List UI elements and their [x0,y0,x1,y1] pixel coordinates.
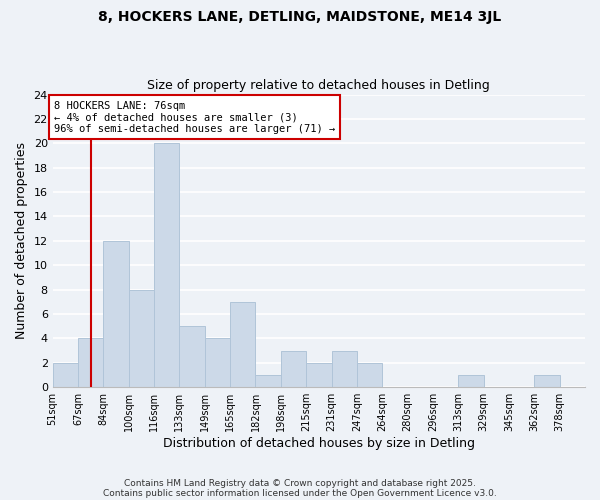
Bar [230,302,256,387]
Title: Size of property relative to detached houses in Detling: Size of property relative to detached ho… [148,79,490,92]
Text: 8 HOCKERS LANE: 76sqm
← 4% of detached houses are smaller (3)
96% of semi-detach: 8 HOCKERS LANE: 76sqm ← 4% of detached h… [54,100,335,134]
Bar [179,326,205,387]
Bar [306,363,332,387]
Bar [332,350,357,387]
Bar [154,144,179,387]
Bar [53,363,78,387]
Bar [281,350,306,387]
Bar [129,290,154,387]
Text: Contains HM Land Registry data © Crown copyright and database right 2025.: Contains HM Land Registry data © Crown c… [124,478,476,488]
Y-axis label: Number of detached properties: Number of detached properties [15,142,28,340]
Bar [357,363,382,387]
Bar [458,375,484,387]
Bar [256,375,281,387]
Bar [103,241,129,387]
X-axis label: Distribution of detached houses by size in Detling: Distribution of detached houses by size … [163,437,475,450]
Bar [535,375,560,387]
Text: 8, HOCKERS LANE, DETLING, MAIDSTONE, ME14 3JL: 8, HOCKERS LANE, DETLING, MAIDSTONE, ME1… [98,10,502,24]
Bar [205,338,230,387]
Bar [78,338,103,387]
Text: Contains public sector information licensed under the Open Government Licence v3: Contains public sector information licen… [103,488,497,498]
